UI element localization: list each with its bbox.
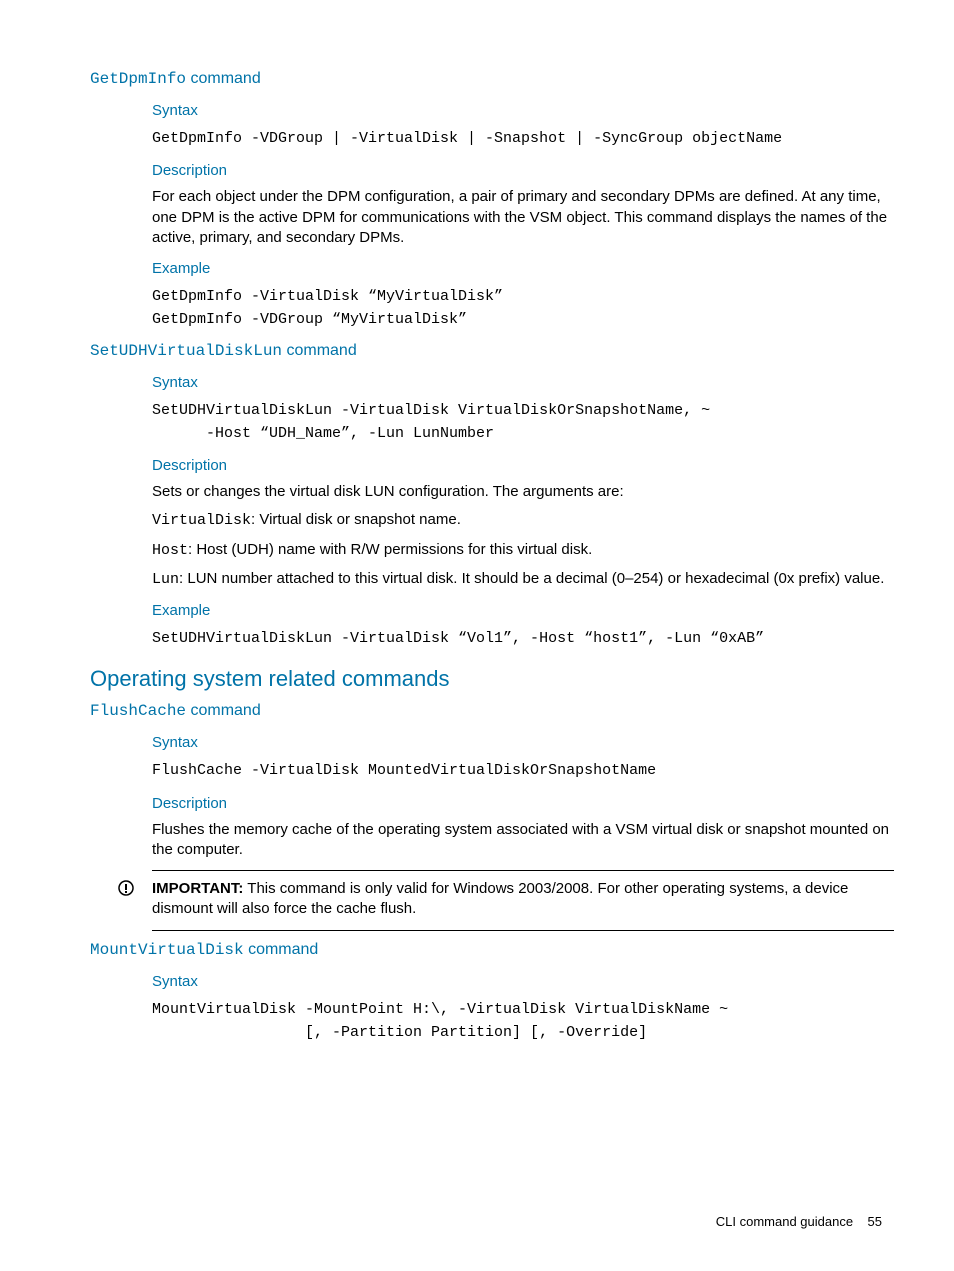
syntax-code: FlushCache -VirtualDisk MountedVirtualDi… — [152, 759, 894, 782]
command-body: Syntax FlushCache -VirtualDisk MountedVi… — [152, 734, 894, 930]
example-label: Example — [152, 260, 894, 277]
command-name-code: MountVirtualDisk — [90, 941, 244, 959]
command-name-word: command — [244, 941, 319, 958]
footer-page: 55 — [868, 1214, 882, 1229]
arg-virtualdisk: VirtualDisk: Virtual disk or snapshot na… — [152, 510, 894, 531]
command-name-code: FlushCache — [90, 702, 186, 720]
description-label: Description — [152, 795, 894, 812]
command-section-mountvirtualdisk: MountVirtualDisk command Syntax MountVir… — [90, 941, 894, 1045]
command-heading: MountVirtualDisk command — [90, 941, 894, 959]
syntax-code: MountVirtualDisk -MountPoint H:\, -Virtu… — [152, 998, 894, 1045]
command-name-word: command — [282, 342, 357, 359]
important-body: This command is only valid for Windows 2… — [152, 880, 848, 917]
command-section-getdpminfo: GetDpmInfo command Syntax GetDpmInfo -VD… — [90, 70, 894, 332]
command-name-word: command — [186, 70, 261, 87]
example-code: GetDpmInfo -VirtualDisk “MyVirtualDisk” … — [152, 285, 894, 332]
command-body: Syntax SetUDHVirtualDiskLun -VirtualDisk… — [152, 374, 894, 651]
description-text: Flushes the memory cache of the operatin… — [152, 820, 894, 861]
syntax-label: Syntax — [152, 102, 894, 119]
command-section-setudhvirtualdisklun: SetUDHVirtualDiskLun command Syntax SetU… — [90, 342, 894, 651]
arg-text: : Host (UDH) name with R/W permissions f… — [188, 541, 592, 558]
description-label: Description — [152, 162, 894, 179]
command-name-code: GetDpmInfo — [90, 70, 186, 88]
syntax-label: Syntax — [152, 973, 894, 990]
arg-text: : Virtual disk or snapshot name. — [251, 511, 461, 528]
arg-code: Host — [152, 542, 188, 559]
command-section-flushcache: FlushCache command Syntax FlushCache -Vi… — [90, 702, 894, 930]
section-title: Operating system related commands — [90, 666, 894, 692]
syntax-label: Syntax — [152, 734, 894, 751]
description-label: Description — [152, 457, 894, 474]
command-heading: FlushCache command — [90, 702, 894, 720]
syntax-code: SetUDHVirtualDiskLun -VirtualDisk Virtua… — [152, 399, 894, 446]
description-text: For each object under the DPM configurat… — [152, 187, 894, 248]
command-name-code: SetUDHVirtualDiskLun — [90, 342, 282, 360]
arg-lun: Lun: LUN number attached to this virtual… — [152, 569, 894, 590]
command-body: Syntax GetDpmInfo -VDGroup | -VirtualDis… — [152, 102, 894, 332]
arg-code: VirtualDisk — [152, 512, 251, 529]
arg-text: : LUN number attached to this virtual di… — [179, 570, 884, 587]
important-text: IMPORTANT: This command is only valid fo… — [152, 879, 894, 920]
example-code: SetUDHVirtualDiskLun -VirtualDisk “Vol1”… — [152, 627, 894, 650]
syntax-label: Syntax — [152, 374, 894, 391]
description-intro: Sets or changes the virtual disk LUN con… — [152, 482, 894, 502]
syntax-code: GetDpmInfo -VDGroup | -VirtualDisk | -Sn… — [152, 127, 894, 150]
important-callout: IMPORTANT: This command is only valid fo… — [152, 870, 894, 931]
example-label: Example — [152, 602, 894, 619]
command-heading: SetUDHVirtualDiskLun command — [90, 342, 894, 360]
footer-text: CLI command guidance — [716, 1214, 853, 1229]
arg-code: Lun — [152, 571, 179, 588]
page-footer: CLI command guidance 55 — [716, 1214, 882, 1229]
important-label: IMPORTANT: — [152, 880, 243, 897]
command-name-word: command — [186, 702, 261, 719]
important-icon — [118, 880, 134, 901]
command-body: Syntax MountVirtualDisk -MountPoint H:\,… — [152, 973, 894, 1045]
command-heading: GetDpmInfo command — [90, 70, 894, 88]
arg-host: Host: Host (UDH) name with R/W permissio… — [152, 540, 894, 561]
